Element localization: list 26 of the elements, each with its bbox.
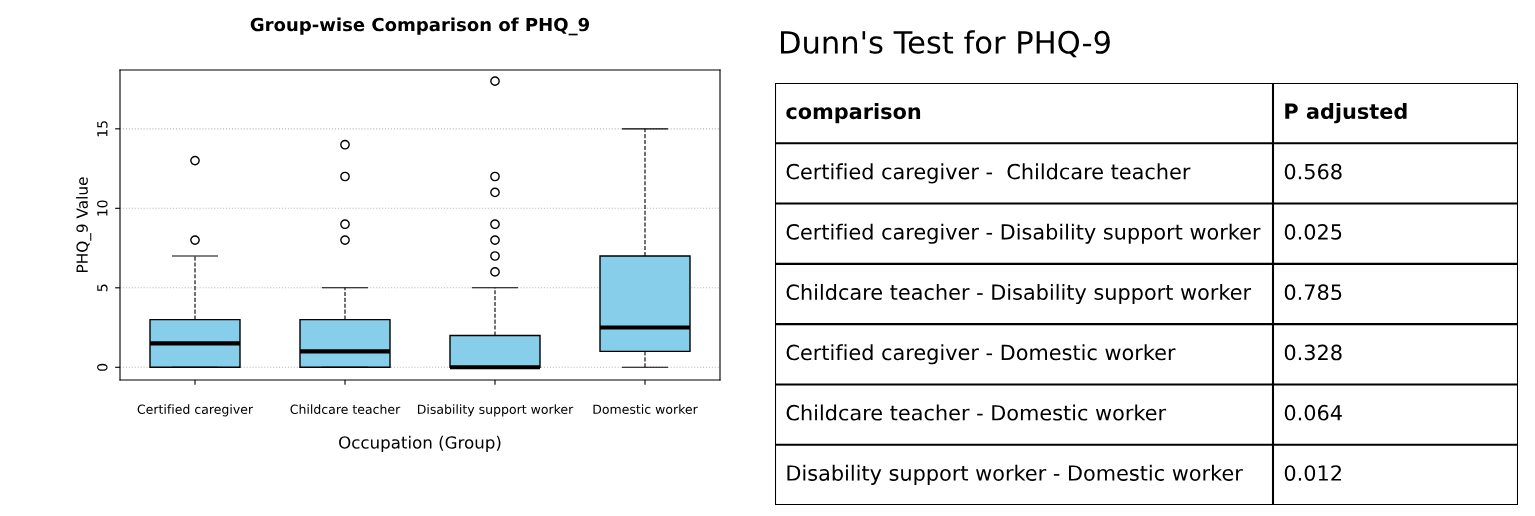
text: 0.012	[1284, 465, 1341, 481]
x-tick-label: Childcare teacher	[290, 404, 401, 414]
y-tick-label: 10	[97, 200, 108, 216]
chart-title: Group-wise Comparison of PHQ_9	[250, 17, 590, 36]
category-label: Disability support worker - Domestic worker	[787, 464, 1243, 485]
text: Dunn's Test for PHQ-9	[781, 30, 1110, 58]
y-tick-label: 5	[97, 284, 108, 292]
category-label: P adjusted	[1285, 102, 1407, 124]
text: 0.025	[1284, 224, 1342, 240]
text: 0.568	[1284, 163, 1342, 180]
x-tick-label: Disability support worker	[417, 404, 574, 417]
category-label: Childcare teacher - Domestic worker	[786, 404, 1167, 421]
category-label: Certified caregiver - Childcare teacher	[786, 163, 1191, 184]
category-label: comparison	[786, 103, 921, 124]
x-tick-label: Certified caregiver	[137, 404, 254, 417]
y-tick-label: 15	[97, 121, 108, 137]
x-tick-label: Domestic worker	[593, 404, 698, 414]
category-label: Certified caregiver - Disability support worker	[786, 223, 1261, 244]
category-label: Childcare teacher - Disability support worker	[786, 283, 1252, 305]
y-tick-label: 0	[97, 363, 108, 371]
text: 0.328	[1284, 344, 1342, 361]
category-label: Certified caregiver - Domestic worker	[786, 344, 1176, 365]
x-axis-title: Occupation (Group)	[339, 435, 501, 452]
y-axis-title: PHQ_9 Value	[76, 177, 92, 272]
text: 0.064	[1284, 404, 1342, 421]
text: 0.785	[1284, 284, 1342, 301]
